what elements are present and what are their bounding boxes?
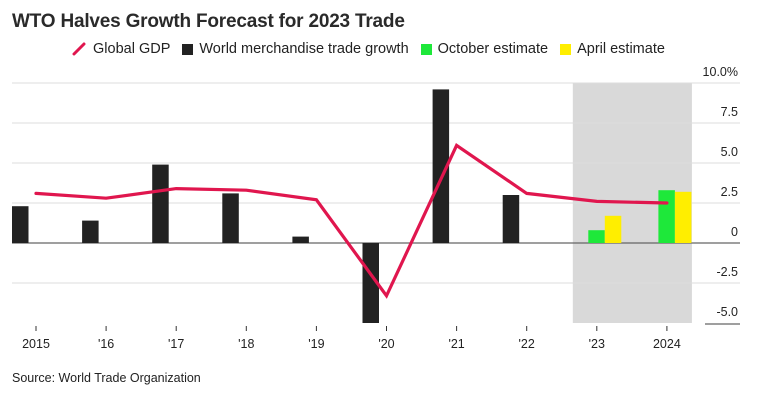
april-estimate-bar [604,215,622,243]
x-tick-label: 2024 [653,337,681,351]
square-legend-icon [420,43,432,55]
legend-label: October estimate [437,41,549,57]
trade-growth-bar [502,195,520,243]
trade-growth-bar [432,89,450,244]
x-tick-label: '21 [448,337,464,351]
legend: Global GDP World merchandise trade growt… [72,41,677,57]
square-legend-icon [560,43,572,55]
y-tick-label: 10.0% [703,65,738,79]
trade-growth-bar [362,243,379,323]
x-tick-label: '19 [308,337,324,351]
legend-item-october: October estimate [420,41,549,57]
y-tick-label: 7.5 [721,105,738,119]
chart-title: WTO Halves Growth Forecast for 2023 Trad… [12,11,405,32]
legend-label: Global GDP [93,41,171,57]
trade-growth-bar [12,206,29,243]
trade-growth-bar [292,236,309,243]
trade-growth-bar [82,220,99,243]
legend-item-trade: World merchandise trade growth [182,41,409,57]
x-tick-label: 2015 [22,337,50,351]
y-tick-label: 0 [731,225,738,239]
x-tick-label: '17 [168,337,184,351]
october-estimate-bar [658,190,675,243]
april-estimate-bar [674,191,692,243]
trade-growth-bar [222,193,239,243]
trade-growth-bar [152,164,169,243]
line-legend-icon [72,42,86,56]
source-note: Source: World Trade Organization [12,371,201,385]
x-tick-label: '16 [98,337,114,351]
x-tick-label: '22 [519,337,535,351]
square-legend-icon [182,43,194,55]
y-tick-label: -2.5 [716,265,738,279]
gdp-line [34,143,669,299]
legend-label: World merchandise trade growth [199,41,409,57]
october-estimate-bar [588,230,605,243]
x-tick-label: '18 [238,337,254,351]
y-tick-label: -5.0 [716,305,738,319]
y-tick-label: 2.5 [721,185,738,199]
legend-label: April estimate [577,41,665,57]
y-tick-label: 5.0 [721,145,738,159]
x-tick-label: '20 [378,337,394,351]
x-tick-label: '23 [589,337,605,351]
legend-item-gdp: Global GDP [72,41,170,57]
legend-item-april: April estimate [560,41,665,57]
